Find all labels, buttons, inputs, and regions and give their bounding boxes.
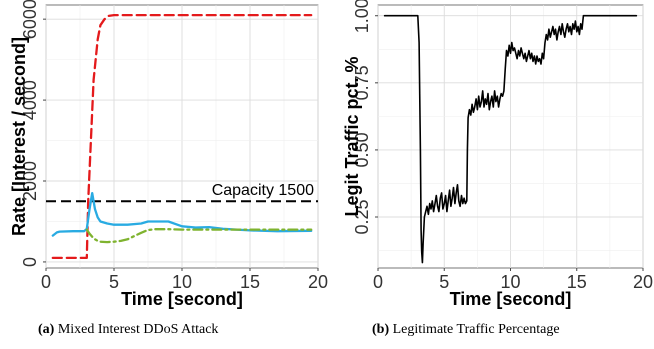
y-axis-title: Rate [Interest / second]: [9, 37, 29, 236]
chart-legit-traffic-percentage: 0 5 10 15 20 0.25 0.50 0.75 1.00 Time [second] Leg…: [342, 0, 653, 309]
x-tick-label: 10: [172, 272, 192, 292]
y-tick-label: 1.00: [352, 0, 372, 33]
x-axis-title: Time [second]: [450, 289, 572, 309]
y-tick-label: 2000: [20, 161, 40, 201]
series-line-1: [51, 191, 313, 237]
series-line-0: [383, 14, 638, 264]
x-axis-title: Time [second]: [121, 289, 243, 309]
x-tick-label: 5: [439, 272, 449, 292]
x-tick-label: 20: [633, 272, 653, 292]
series-line-2: [85, 228, 313, 244]
y-tick-label: 0.25: [352, 199, 372, 234]
x-tick-label: 15: [567, 272, 587, 292]
y-tick-label: 0.75: [352, 65, 372, 100]
capacity-label: Capacity 1500: [212, 182, 314, 199]
x-tick-label: 10: [500, 272, 520, 292]
series-line-0: [51, 13, 313, 260]
caption-a-text: Mixed Interest DDoS Attack: [57, 322, 219, 337]
x-tick-label: 0: [373, 272, 383, 292]
caption-a: (a) Mixed Interest DDoS Attack: [38, 322, 218, 338]
caption-b: (b) Legitimate Traffic Percentage: [372, 322, 560, 338]
y-axis-title: Legit Traffic pct. %: [342, 56, 362, 216]
x-tick-label: 15: [240, 272, 260, 292]
x-tick-label: 20: [308, 272, 328, 292]
y-tick-label: 0: [20, 257, 40, 267]
figure: Capacity 1500 0 5 10 15 20 0 2000 4000 6000 Time […: [9, 0, 653, 309]
caption-a-label: (a): [38, 322, 55, 337]
y-tick-label: 4000: [20, 80, 40, 120]
caption-b-label: (b): [372, 322, 390, 337]
chart-mixed-interest-ddos: Capacity 1500 0 5 10 15 20 0 2000 4000 6000 Time […: [9, 0, 328, 309]
y-tick-label: 0.50: [352, 132, 372, 167]
y-tick-label: 6000: [20, 0, 40, 39]
caption-b-text: Legitimate Traffic Percentage: [392, 322, 560, 337]
x-tick-label: 5: [109, 272, 119, 292]
x-tick-label: 0: [41, 272, 51, 292]
